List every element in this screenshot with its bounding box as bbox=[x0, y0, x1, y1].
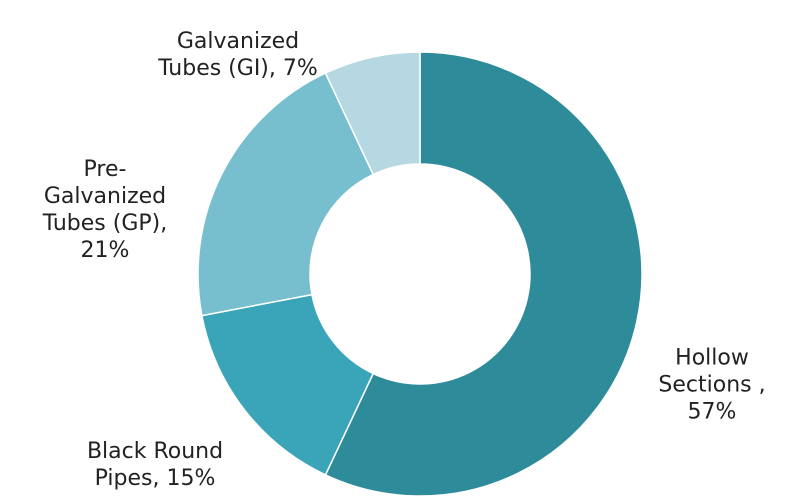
value-label: 7% bbox=[282, 56, 318, 81]
slice bbox=[324, 51, 643, 497]
data-label: Galvanized Tubes (GI), 7% bbox=[153, 28, 323, 82]
value-label: 21% bbox=[80, 238, 130, 263]
slice bbox=[201, 293, 375, 476]
category-label: Pre-Galvanized Tubes (GP), bbox=[42, 157, 168, 236]
value-label: 15% bbox=[166, 466, 216, 491]
category-label: Hollow Sections , bbox=[658, 345, 766, 398]
data-label: Black Round Pipes, 15% bbox=[75, 438, 235, 492]
data-label: Pre-Galvanized Tubes (GP), 21% bbox=[35, 156, 175, 264]
slice bbox=[197, 72, 375, 317]
category-label: Galvanized Tubes (GI), bbox=[158, 29, 300, 81]
slice bbox=[324, 51, 421, 176]
category-label: Black Round Pipes, bbox=[86, 439, 224, 491]
value-label: 57% bbox=[687, 399, 737, 425]
data-label: Hollow Sections , 57% bbox=[647, 345, 777, 426]
